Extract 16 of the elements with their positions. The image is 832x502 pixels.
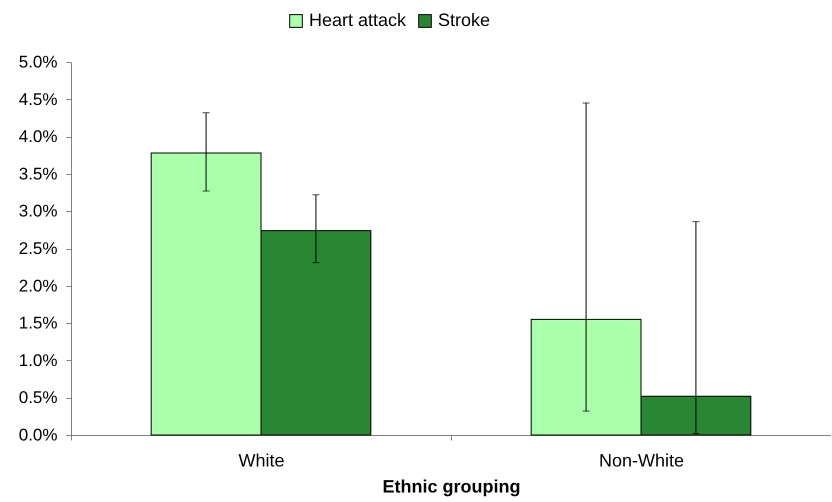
y-tick-label: 4.5%: [18, 90, 58, 109]
y-tick-label: 0.0%: [18, 426, 58, 444]
x-tick-label: Non-White: [598, 450, 684, 470]
x-tick-label: White: [238, 450, 285, 470]
y-tick-label: 1.0%: [18, 350, 58, 370]
legend-label: Stroke: [438, 10, 490, 30]
x-axis-title: Ethnic grouping: [382, 476, 520, 496]
y-tick-label: 2.5%: [18, 239, 58, 258]
y-tick-label: 1.5%: [18, 314, 58, 333]
y-tick-label: 2.0%: [18, 276, 58, 296]
y-tick-label: 4.0%: [18, 127, 58, 146]
y-tick-label: 5.0%: [18, 52, 58, 72]
y-tick-label: 0.5%: [18, 388, 58, 408]
y-tick-label: 3.0%: [18, 202, 58, 221]
y-tick-label: 3.5%: [18, 164, 58, 184]
legend-label: Heart attack: [309, 10, 408, 30]
